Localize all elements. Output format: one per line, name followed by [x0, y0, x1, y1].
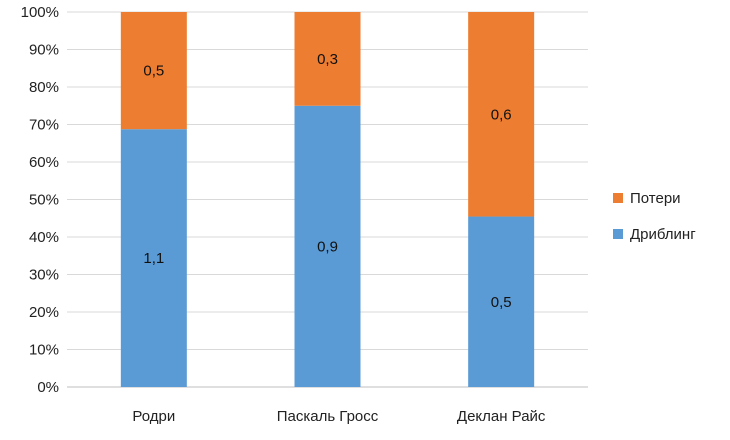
data-label: 0,5: [491, 294, 512, 311]
bar-segment: [294, 12, 361, 106]
legend-entry-label: Потери: [630, 190, 681, 207]
x-category-label: Паскаль Гросс: [277, 408, 379, 425]
data-label: 0,9: [317, 238, 338, 255]
bar-segment: [468, 12, 535, 217]
x-axis-category-labels: Родри Паскаль Гросс Деклан Райс: [132, 408, 546, 425]
legend-swatch: [613, 229, 623, 239]
legend-swatch: [613, 193, 623, 203]
y-tick-label: 80%: [29, 79, 59, 96]
bar-segment: [294, 105, 361, 387]
data-label: 0,5: [143, 63, 164, 80]
x-category-label: Родри: [132, 408, 175, 425]
y-tick-label: 100%: [21, 4, 59, 21]
data-labels: 1,1 0,5 0,9 0,3 0,5 0,6: [143, 51, 511, 311]
legend-entry-label: Дриблинг: [630, 226, 696, 243]
x-category-label: Деклан Райс: [457, 408, 546, 425]
data-label: 0,3: [317, 51, 338, 68]
bar-segment: [468, 216, 535, 387]
y-tick-label: 40%: [29, 229, 59, 246]
y-tick-label: 0%: [37, 379, 59, 396]
data-label: 0,6: [491, 106, 512, 123]
data-label: 1,1: [143, 250, 164, 267]
legend: Потери Дриблинг: [613, 190, 696, 243]
bar-segment: [120, 12, 187, 130]
bars: [120, 12, 535, 387]
bar-segment: [120, 129, 187, 387]
y-tick-label: 50%: [29, 192, 59, 209]
y-tick-label: 90%: [29, 42, 59, 59]
y-tick-label: 20%: [29, 304, 59, 321]
y-tick-label: 30%: [29, 267, 59, 284]
y-axis-tick-labels: 0% 10% 20% 30% 40% 50% 60% 70% 80% 90% 100%: [21, 4, 59, 396]
y-tick-label: 60%: [29, 154, 59, 171]
y-tick-label: 10%: [29, 342, 59, 359]
y-tick-label: 70%: [29, 117, 59, 134]
